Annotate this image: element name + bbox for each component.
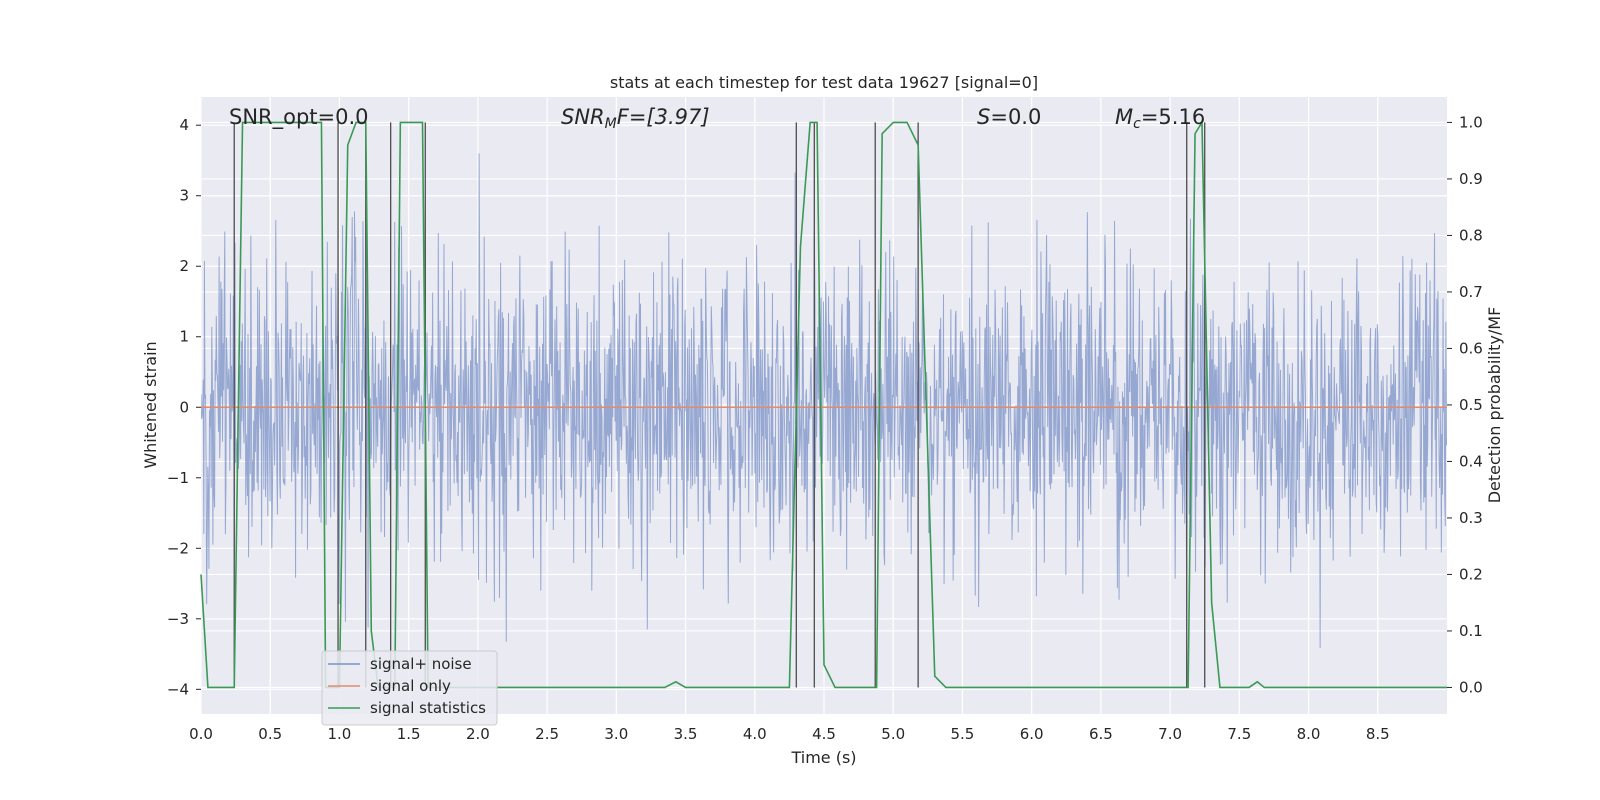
x-tick-label: 1.0 xyxy=(328,725,352,743)
x-tick-label: 3.5 xyxy=(674,725,698,743)
legend-label-signal-statistics: signal statistics xyxy=(370,699,486,717)
x-tick-label: 4.0 xyxy=(743,725,767,743)
x-tick-label: 8.5 xyxy=(1366,725,1390,743)
x-tick-label: 5.5 xyxy=(951,725,975,743)
right-y-tick-label: 1.0 xyxy=(1459,113,1483,131)
annotation-snr-opt: SNR_opt=0.0 xyxy=(229,105,369,130)
x-tick-label: 5.0 xyxy=(881,725,905,743)
x-tick-label: 2.0 xyxy=(466,725,490,743)
right-y-tick-label: 0.8 xyxy=(1459,226,1483,244)
noise-series xyxy=(201,153,1447,649)
x-tick-label: 2.5 xyxy=(535,725,559,743)
legend-box xyxy=(321,650,498,726)
x-axis-ticks: 0.0 0.5 1.0 1.5 2.0 2.5 3.0 3.5 4.0 4.5 5.0 5.5 6.0 6… xyxy=(189,725,1390,743)
right-y-axis-ticks: 1.0 0.9 0.8 0.7 0.6 0.5 0.4 0.3 0.2 0.1 0.0 xyxy=(1447,113,1483,696)
right-y-axis-label: Detection probability/MF xyxy=(1485,307,1504,504)
x-tick-label: 3.0 xyxy=(604,725,628,743)
x-tick-label: 7.0 xyxy=(1158,725,1182,743)
x-tick-label: 1.5 xyxy=(397,725,421,743)
x-tick-label: 6.5 xyxy=(1089,725,1113,743)
right-y-tick-label: 0.5 xyxy=(1459,396,1483,414)
right-y-tick-label: 0.6 xyxy=(1459,339,1483,357)
legend: signal+ noise signal only signal statist… xyxy=(321,650,498,726)
x-tick-label: 4.5 xyxy=(812,725,836,743)
annotation-mc: Mc=5.16 xyxy=(1115,105,1205,132)
right-y-tick-label: 0.4 xyxy=(1459,452,1483,470)
legend-label-signal-only: signal only xyxy=(370,677,451,695)
y-tick-label: −4 xyxy=(167,680,189,698)
legend-label-signal-noise: signal+ noise xyxy=(370,655,472,673)
y-axis-label: Whitened strain xyxy=(141,341,160,468)
x-tick-label: 6.0 xyxy=(1020,725,1044,743)
y-axis-ticks: 4 3 2 1 0 −1 −2 −3 −4 xyxy=(167,116,201,698)
right-y-tick-label: 0.9 xyxy=(1459,170,1483,188)
right-y-tick-label: 0.3 xyxy=(1459,509,1483,527)
x-axis-label: Time (s) xyxy=(790,748,856,767)
right-y-tick-label: 0.1 xyxy=(1459,622,1483,640)
y-tick-label: 4 xyxy=(179,116,189,134)
right-y-tick-label: 0.0 xyxy=(1459,678,1483,696)
x-tick-label: 0.5 xyxy=(258,725,282,743)
y-tick-label: −2 xyxy=(167,539,189,557)
signal-statistics-line xyxy=(200,119,1447,689)
y-tick-label: 3 xyxy=(179,187,189,205)
x-tick-label: 7.5 xyxy=(1227,725,1251,743)
signal-noise-path xyxy=(201,153,1447,649)
y-tick-label: 1 xyxy=(179,328,189,346)
right-y-tick-label: 0.7 xyxy=(1459,283,1483,301)
y-tick-label: 0 xyxy=(179,398,189,416)
annotation-s: S=0.0 xyxy=(977,105,1041,129)
y-tick-label: 2 xyxy=(179,257,189,275)
y-tick-label: −3 xyxy=(167,610,189,628)
x-tick-label: 8.0 xyxy=(1297,725,1321,743)
annotation-snr-mf: SNRMF=[3.97] xyxy=(561,105,710,132)
chart-title: stats at each timestep for test data 196… xyxy=(610,73,1038,92)
x-tick-label: 0.0 xyxy=(189,725,213,743)
right-y-tick-label: 0.2 xyxy=(1459,565,1483,583)
y-tick-label: −1 xyxy=(167,469,189,487)
